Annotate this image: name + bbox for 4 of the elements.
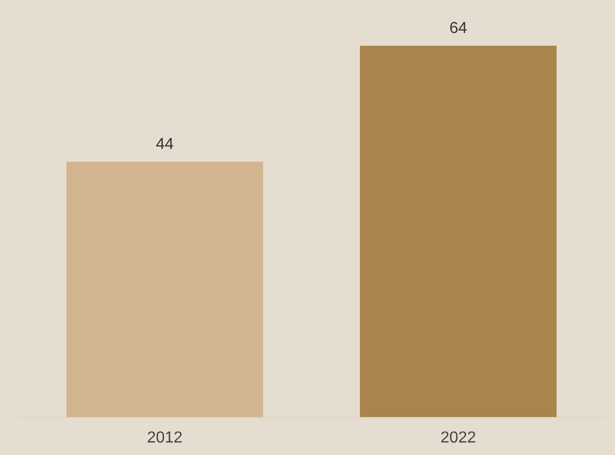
data-label: 44 (156, 136, 174, 153)
x-tick-label: 2012 (146, 430, 183, 446)
x-tick-label: 2022 (440, 430, 476, 446)
data-label: 64 (449, 20, 468, 37)
